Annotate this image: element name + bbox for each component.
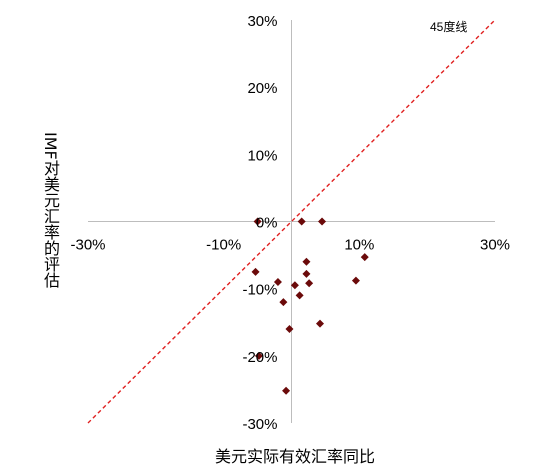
y-tick-label: -20% <box>242 349 277 366</box>
y-tick-label: 20% <box>247 80 277 97</box>
data-point <box>351 276 360 285</box>
data-point <box>273 277 282 286</box>
y-tick-label: -10% <box>242 282 277 299</box>
x-tick-label: -30% <box>70 237 105 254</box>
data-point <box>254 351 263 360</box>
x-tick-label: -10% <box>206 237 241 254</box>
reference-line-label: 45度线 <box>430 19 467 34</box>
data-point <box>305 279 314 288</box>
x-tick-label: 30% <box>480 237 510 254</box>
reference-line-layer: 45度线 <box>87 19 496 424</box>
data-point <box>279 298 288 307</box>
y-axis-label: IMF对美元汇率的评估 <box>41 132 60 288</box>
data-point <box>318 217 327 226</box>
tick-labels: -30% -10% 10% 30% 30% 20% 10% 0% -10% -20% -30% <box>70 13 510 433</box>
data-point <box>302 257 311 266</box>
data-point <box>297 217 306 226</box>
y-tick-label: 0% <box>256 215 278 232</box>
y-tick-label: 10% <box>247 147 277 164</box>
data-point <box>295 291 304 300</box>
data-point <box>290 281 299 290</box>
data-point <box>285 324 294 333</box>
axes <box>88 20 495 423</box>
data-point <box>315 319 324 328</box>
x-axis-label: 美元实际有效汇率同比 <box>214 447 375 466</box>
y-tick-label: -30% <box>242 416 277 433</box>
x-tick-label: 10% <box>344 237 374 254</box>
data-point <box>282 386 291 395</box>
data-point <box>253 217 262 226</box>
data-point <box>360 253 369 262</box>
reference-line-45 <box>87 19 496 424</box>
y-tick-label: 30% <box>247 13 277 30</box>
points-layer <box>251 217 369 395</box>
data-point <box>302 269 311 278</box>
data-point <box>251 267 260 276</box>
